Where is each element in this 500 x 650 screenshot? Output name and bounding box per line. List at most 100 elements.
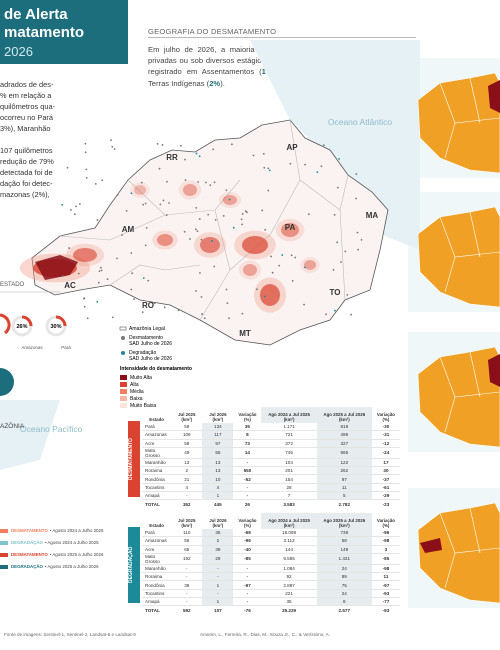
cell: 9.585 bbox=[261, 553, 317, 565]
table-row: Maranhão 13 13-104 122 17 bbox=[142, 458, 400, 468]
alert-dot bbox=[333, 213, 336, 216]
heat-core bbox=[242, 236, 268, 254]
table-row: Amapá -1-35 8 -77 bbox=[142, 597, 400, 607]
alert-dot bbox=[77, 272, 80, 275]
cell: 11 bbox=[316, 483, 372, 493]
cell: 13 bbox=[171, 458, 203, 468]
legend-label: Média bbox=[130, 389, 144, 395]
text-run: Em julho de 2026, a maioria ( bbox=[148, 45, 262, 54]
state-cell: Amazonas bbox=[142, 536, 172, 546]
cell: 8 bbox=[233, 430, 262, 440]
alert-dot bbox=[61, 203, 64, 206]
cell: 149 bbox=[316, 545, 372, 554]
legend-label: SAD Julho de 2026 bbox=[129, 356, 172, 362]
alert-dot bbox=[320, 165, 323, 168]
alert-dot bbox=[66, 166, 69, 169]
alert-dot bbox=[252, 154, 255, 157]
cell: - bbox=[233, 483, 262, 493]
cell: -68 bbox=[233, 529, 262, 538]
alert-dot bbox=[158, 167, 161, 170]
thumb-hot bbox=[488, 80, 500, 113]
period-legend-period: • Agosto 2025 a Julho 2026 bbox=[49, 552, 104, 557]
alert-dot bbox=[278, 264, 281, 267]
ocean bbox=[250, 40, 420, 250]
footer-authors: Amorim, L., Ferreira, R., Dias, M., Souz… bbox=[200, 632, 330, 637]
alert-dot bbox=[78, 203, 81, 205]
alert-dot bbox=[84, 142, 87, 145]
cell: 110 bbox=[171, 529, 203, 538]
donut-label: Amazonas bbox=[21, 345, 43, 350]
cell: -85 bbox=[371, 553, 400, 565]
column-header: Jul 2026 (km²) bbox=[209, 518, 227, 528]
column-header: Jul 2026 (km²) bbox=[209, 412, 227, 422]
state-cell: Amapá bbox=[142, 597, 172, 607]
alert-dot bbox=[94, 183, 97, 185]
cell: 1 bbox=[202, 580, 234, 590]
table-row: Maranhão - - -1.084 24 -98 bbox=[142, 564, 400, 574]
thumb-border bbox=[469, 351, 481, 398]
ocean-label: Oceano Pacífico bbox=[20, 424, 83, 434]
legend-swatch bbox=[121, 351, 125, 355]
table-side-label: DEGRADAÇÃO bbox=[128, 527, 140, 603]
cell: - bbox=[233, 589, 262, 599]
cell: 2 bbox=[202, 536, 234, 546]
alert-dot bbox=[360, 238, 363, 241]
alert-dot bbox=[111, 316, 114, 319]
donut-value: 30% bbox=[50, 324, 61, 330]
teal-half-circle bbox=[0, 368, 14, 396]
state-label: PA bbox=[285, 223, 296, 232]
cell: 21 bbox=[171, 474, 203, 484]
alert-dot bbox=[145, 226, 148, 229]
cell: 39 bbox=[202, 545, 234, 554]
alert-dot bbox=[142, 277, 145, 279]
alert-dot bbox=[264, 228, 267, 231]
alert-dot bbox=[240, 218, 243, 221]
alert-dot bbox=[262, 152, 265, 155]
cell: 565 bbox=[316, 447, 372, 459]
cell: 1 bbox=[202, 597, 234, 607]
period-legend-type: DEGRADAÇÃO bbox=[11, 564, 43, 569]
period-legend-swatch bbox=[0, 540, 8, 545]
legend-swatch bbox=[121, 336, 125, 340]
cell: - bbox=[171, 572, 203, 582]
cell: -98 bbox=[371, 536, 400, 546]
state-cell: Mato Grosso bbox=[142, 553, 172, 565]
alert-dot bbox=[83, 297, 85, 300]
intro-line: detectada foi de bbox=[0, 168, 53, 177]
alert-dot bbox=[244, 210, 247, 213]
cell: 30 bbox=[371, 466, 400, 476]
heat-halo bbox=[238, 260, 262, 280]
alert-dot bbox=[111, 145, 114, 148]
cell: 92 bbox=[261, 572, 317, 582]
legend-swatch bbox=[120, 403, 127, 408]
state-label: AC bbox=[64, 281, 76, 290]
alert-dot bbox=[255, 288, 258, 291]
heat-core bbox=[243, 264, 257, 276]
alert-dot bbox=[96, 300, 99, 303]
cell: -77 bbox=[371, 597, 400, 607]
intro-line: % em relação a bbox=[0, 91, 52, 100]
table-row: Amapá -1-7 5 -29 bbox=[142, 491, 400, 501]
alert-dot bbox=[201, 313, 204, 315]
alert-dot bbox=[141, 311, 144, 314]
alert-dot bbox=[246, 211, 248, 214]
state-cell: Rondônia bbox=[142, 580, 172, 590]
alert-dot bbox=[225, 189, 228, 192]
period-legend-period: • Agosto 2025 a Julho 2026 bbox=[44, 564, 99, 569]
alert-dot bbox=[212, 148, 215, 151]
cell: 89 bbox=[316, 572, 372, 582]
alert-dot bbox=[290, 254, 293, 257]
alert-dot bbox=[286, 227, 288, 230]
heat-core bbox=[260, 284, 280, 306]
alert-dot bbox=[195, 152, 198, 155]
cell: 35 bbox=[261, 597, 317, 607]
alert-dot bbox=[356, 231, 359, 234]
donut-value: 26% bbox=[16, 324, 27, 330]
table-side-label: DESMATAMENTO bbox=[128, 421, 140, 497]
heat-core bbox=[73, 248, 97, 262]
alert-dot bbox=[225, 288, 228, 291]
table-row: Amazonas 108 117 8 721 495 -31 bbox=[142, 430, 400, 440]
alert-dot bbox=[241, 213, 244, 215]
intro-line: redução de 79% bbox=[0, 157, 54, 166]
state-label: AP bbox=[286, 143, 298, 152]
